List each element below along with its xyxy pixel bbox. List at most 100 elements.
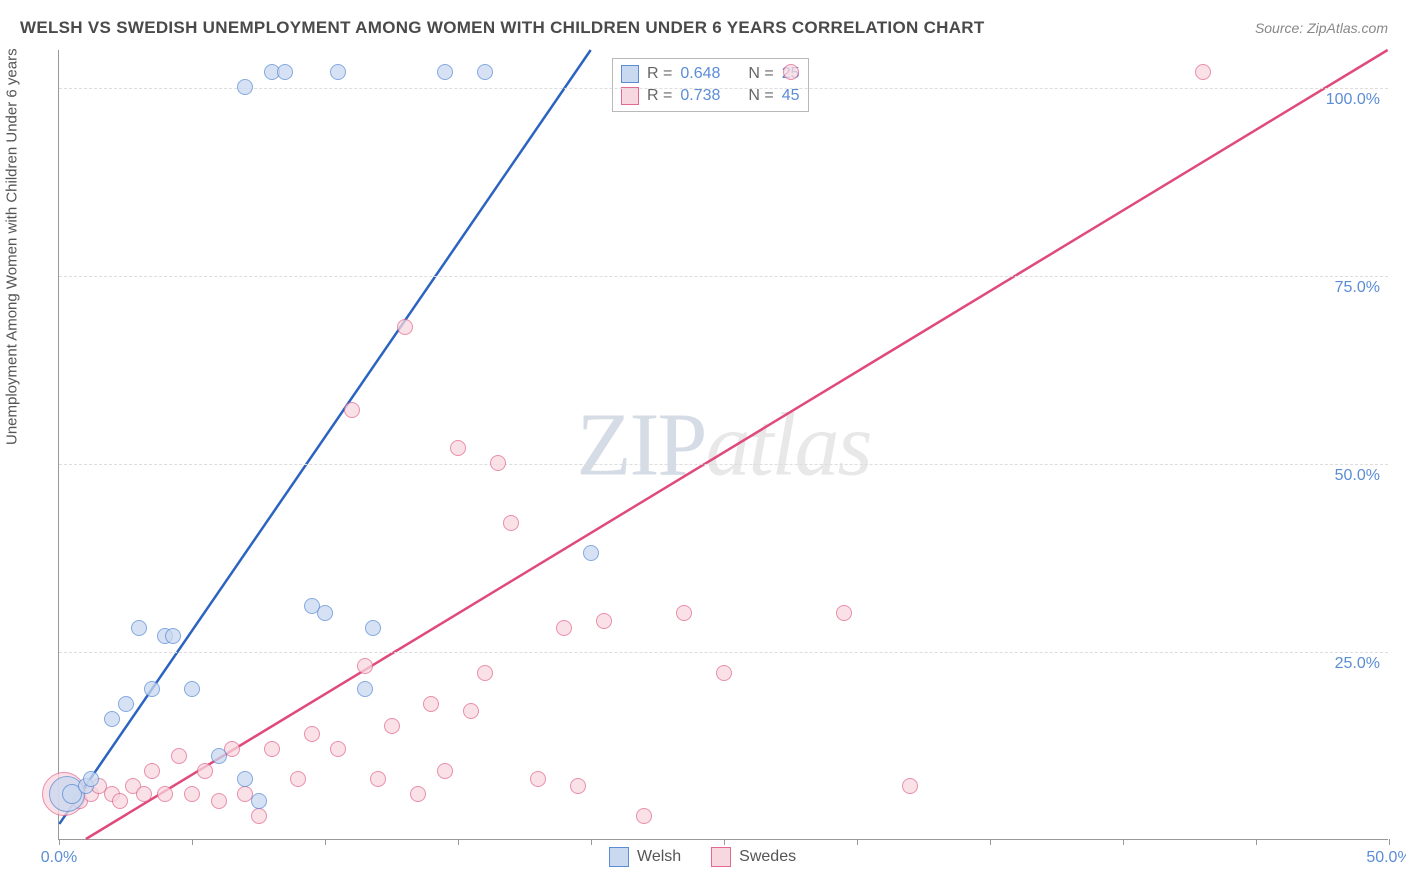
scatter-point-swede: [556, 620, 572, 636]
scatter-point-welsh: [237, 79, 253, 95]
scatter-point-swede: [211, 793, 227, 809]
x-tick: [1389, 839, 1390, 845]
stats-swede-r: 0.738: [680, 87, 720, 105]
grid-line: [59, 464, 1388, 465]
stats-r-label: R =: [647, 87, 672, 105]
x-tick-label: 50.0%: [1366, 849, 1406, 867]
x-tick: [325, 839, 326, 845]
legend-swede-swatch: [711, 847, 731, 867]
source-attribution: Source: ZipAtlas.com: [1255, 20, 1388, 36]
scatter-point-swede: [384, 718, 400, 734]
scatter-point-swede: [463, 703, 479, 719]
scatter-point-swede: [144, 763, 160, 779]
scatter-point-swede: [423, 696, 439, 712]
scatter-point-welsh: [437, 64, 453, 80]
scatter-point-welsh: [317, 605, 333, 621]
scatter-point-swede: [370, 771, 386, 787]
x-tick: [857, 839, 858, 845]
legend-swede-label: Swedes: [739, 848, 796, 866]
scatter-point-swede: [902, 778, 918, 794]
swede-swatch: [621, 87, 639, 105]
scatter-point-welsh: [131, 620, 147, 636]
legend: Welsh Swedes: [609, 847, 796, 867]
watermark-zip: ZIP: [576, 395, 705, 494]
scatter-point-swede: [636, 808, 652, 824]
legend-item-swede: Swedes: [711, 847, 796, 867]
scatter-point-swede: [716, 665, 732, 681]
scatter-point-welsh: [330, 64, 346, 80]
scatter-point-welsh: [583, 545, 599, 561]
scatter-point-swede: [570, 778, 586, 794]
scatter-point-swede: [197, 763, 213, 779]
scatter-point-swede: [410, 786, 426, 802]
trend-line-swede: [86, 50, 1388, 839]
scatter-point-swede: [330, 741, 346, 757]
scatter-point-welsh: [277, 64, 293, 80]
legend-item-welsh: Welsh: [609, 847, 681, 867]
scatter-point-welsh: [165, 628, 181, 644]
legend-welsh-label: Welsh: [637, 848, 681, 866]
scatter-point-swede: [437, 763, 453, 779]
grid-line: [59, 276, 1388, 277]
scatter-point-swede: [344, 402, 360, 418]
trend-line-welsh: [59, 50, 590, 824]
x-tick: [1123, 839, 1124, 845]
scatter-point-swede: [450, 440, 466, 456]
scatter-point-swede: [304, 726, 320, 742]
scatter-point-swede: [1195, 64, 1211, 80]
scatter-point-swede: [136, 786, 152, 802]
scatter-point-swede: [676, 605, 692, 621]
stats-n-label: N =: [748, 65, 773, 83]
scatter-point-welsh: [144, 681, 160, 697]
legend-welsh-swatch: [609, 847, 629, 867]
chart-title: WELSH VS SWEDISH UNEMPLOYMENT AMONG WOME…: [20, 18, 985, 38]
stats-row-welsh: R = 0.648 N = 25: [621, 63, 800, 85]
trend-lines-svg: [59, 50, 1388, 839]
y-tick-label: 25.0%: [1335, 655, 1380, 673]
y-tick-label: 100.0%: [1326, 91, 1380, 109]
scatter-point-swede: [783, 64, 799, 80]
stats-swede-n: 45: [782, 87, 800, 105]
scatter-point-swede: [112, 793, 128, 809]
y-tick-label: 50.0%: [1335, 467, 1380, 485]
scatter-point-swede: [490, 455, 506, 471]
scatter-point-welsh: [211, 748, 227, 764]
scatter-point-swede: [503, 515, 519, 531]
watermark-atlas: atlas: [705, 395, 870, 494]
scatter-point-welsh: [251, 793, 267, 809]
scatter-point-swede: [596, 613, 612, 629]
watermark: ZIPatlas: [576, 393, 870, 496]
scatter-point-swede: [477, 665, 493, 681]
x-tick: [724, 839, 725, 845]
grid-line: [59, 88, 1388, 89]
scatter-point-welsh: [477, 64, 493, 80]
scatter-point-swede: [157, 786, 173, 802]
x-tick: [1256, 839, 1257, 845]
scatter-point-welsh: [365, 620, 381, 636]
stats-r-label: R =: [647, 65, 672, 83]
stats-n-label: N =: [748, 87, 773, 105]
x-tick-label: 0.0%: [41, 849, 77, 867]
plot-area: ZIPatlas R = 0.648 N = 25 R = 0.738 N = …: [58, 50, 1388, 840]
stats-welsh-r: 0.648: [680, 65, 720, 83]
scatter-point-swede: [836, 605, 852, 621]
stats-box: R = 0.648 N = 25 R = 0.738 N = 45: [612, 58, 809, 112]
scatter-point-welsh: [118, 696, 134, 712]
y-tick-label: 75.0%: [1335, 279, 1380, 297]
x-tick: [192, 839, 193, 845]
welsh-swatch: [621, 65, 639, 83]
scatter-point-swede: [264, 741, 280, 757]
scatter-point-welsh: [104, 711, 120, 727]
scatter-point-welsh: [357, 681, 373, 697]
scatter-point-swede: [290, 771, 306, 787]
scatter-point-swede: [184, 786, 200, 802]
scatter-point-welsh: [184, 681, 200, 697]
scatter-point-welsh: [237, 771, 253, 787]
scatter-point-swede: [171, 748, 187, 764]
x-tick: [990, 839, 991, 845]
scatter-point-swede: [251, 808, 267, 824]
scatter-point-welsh: [83, 771, 99, 787]
y-axis-label: Unemployment Among Women with Children U…: [4, 48, 21, 445]
x-tick: [591, 839, 592, 845]
grid-line: [59, 652, 1388, 653]
